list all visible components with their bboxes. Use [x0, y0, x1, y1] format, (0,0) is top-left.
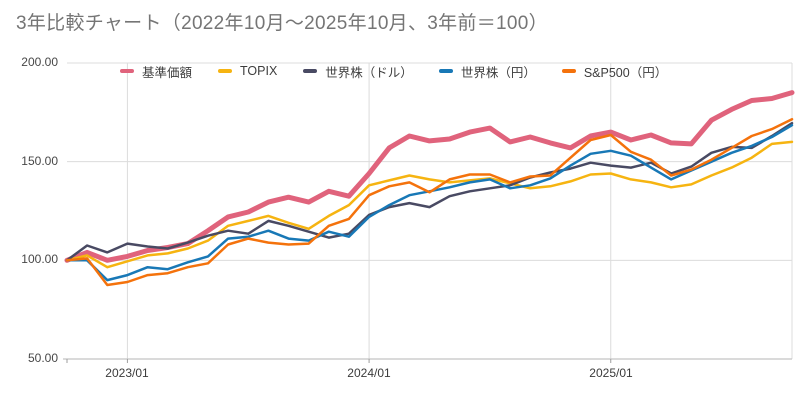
legend-swatch-icon [303, 69, 318, 73]
legend-label: S&P500（円） [583, 65, 668, 80]
x-tick-label: 2023/01 [105, 366, 149, 380]
series-line-kijun-kagaku[interactable] [64, 90, 795, 263]
legend-swatch-icon [218, 69, 233, 73]
legend-label: 世界株（円） [460, 65, 536, 80]
legend-swatch-icon [120, 69, 134, 73]
series-line-topix[interactable] [65, 140, 794, 269]
legend-item-kijun-kagaku[interactable]: 基準価額 [120, 62, 192, 81]
y-tick-label: 200.00 [21, 55, 58, 69]
legend-item-world-jpy[interactable]: 世界株（円） [438, 62, 536, 81]
legend-item-sp500-jpy[interactable]: S&P500（円） [561, 62, 668, 81]
x-tick-label: 2024/01 [347, 366, 391, 380]
y-tick-label: 50.00 [27, 351, 58, 365]
legend-label: TOPIX [240, 64, 278, 78]
legend-item-world-usd[interactable]: 世界株（ドル） [303, 62, 413, 81]
chart-legend: 基準価額 TOPIX 世界株（ドル） 世界株（円） S&P500（円） [120, 62, 667, 80]
x-tick-label: 2025/01 [589, 366, 633, 380]
legend-item-topix[interactable]: TOPIX [218, 64, 277, 78]
legend-label: 基準価額 [142, 65, 193, 80]
legend-swatch-icon [438, 69, 453, 73]
chart-title: 3年比較チャート（2022年10月～2025年10月、3年前＝100） [16, 13, 548, 34]
series-line-world-usd[interactable] [65, 121, 794, 262]
series-line-sp500-jpy[interactable] [65, 117, 794, 287]
y-tick-label: 150.00 [21, 154, 58, 168]
series-line-world-jpy[interactable] [65, 123, 794, 282]
y-tick-label: 100.00 [21, 252, 58, 266]
legend-label: 世界株（ドル） [325, 65, 413, 80]
legend-swatch-icon [561, 69, 576, 73]
